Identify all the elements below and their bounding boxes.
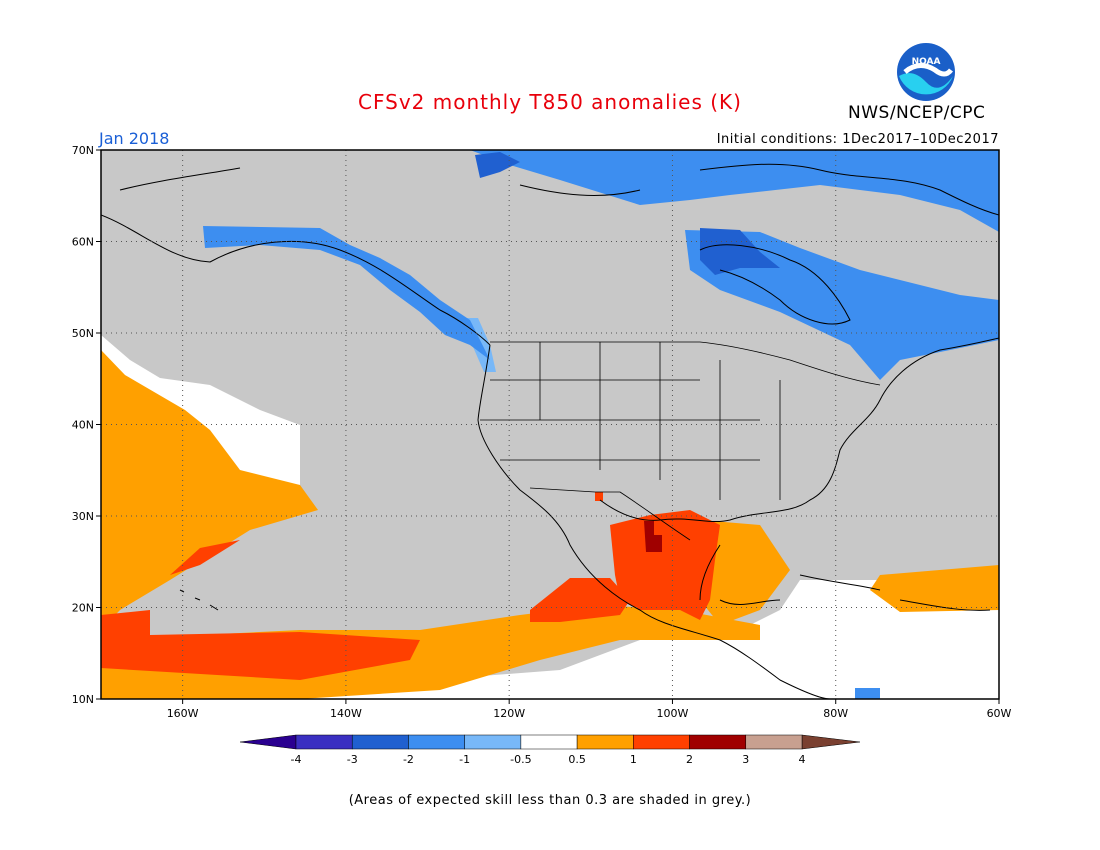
coastline-alaska [101,214,491,346]
colorbar-bin [520,734,578,750]
colorbar-label: 0.5 [568,753,586,766]
map-field [101,150,999,699]
colorbar: -4 -3 -2 -1 -0.5 0.5 1 2 3 4 [239,734,861,766]
lat-tick-label: 40N [72,419,94,432]
lat-axis: 70N 60N 50N 40N 30N 20N 10N [72,144,101,706]
colorbar-label: 3 [742,753,749,766]
border-us-mexico [529,487,691,541]
colorbar-bin [689,734,747,750]
skill-footnote: (Areas of expected skill less than 0.3 a… [348,793,752,808]
noaa-logo: NOAA [897,43,955,101]
lon-tick-label: 120W [493,707,525,720]
colorbar-bin [464,734,522,750]
lon-tick-label: 160W [167,707,199,720]
anomaly-region-cool-2 [475,152,520,178]
state-borders [480,341,881,541]
anomaly-region-warm-0.5 [101,350,318,630]
coastline-hudson [699,244,851,325]
colorbar-label: -2 [403,753,414,766]
colorbar-bin [745,734,803,750]
colorbar-label: -4 [291,753,302,766]
anomaly-region-warm-1 [170,540,240,575]
colorbar-over-arrow [801,734,861,750]
valid-month-label: Jan 2018 [99,129,170,148]
lat-tick-label: 60N [72,236,94,249]
colorbar-bin [576,734,634,750]
coastline-caribbean [799,574,991,611]
lat-tick-label: 70N [72,144,94,157]
agency-label: NWS/NCEP/CPC [848,103,986,123]
colorbar-bin [408,734,465,750]
colorbar-label: 1 [630,753,637,766]
lat-tick-label: 10N [72,693,94,706]
lat-tick-label: 30N [72,510,94,523]
lon-tick-label: 100W [657,707,689,720]
colorbar-label: -0.5 [510,753,531,766]
coastlines [101,163,999,699]
colorbar-under-arrow [239,734,297,750]
anomaly-region-warm-1 [101,610,420,680]
colorbar-label: -3 [347,753,358,766]
border-us-canada [490,341,881,386]
noaa-logo-bird [903,63,953,77]
initial-conditions-label: Initial conditions: 1Dec2017–10Dec2017 [716,132,999,147]
border-state-lines [480,342,781,500]
colorbar-label: 4 [799,753,806,766]
coastline-hawaii [179,589,219,611]
coastline-yucatan [699,544,781,605]
anomaly-region-neutral [101,335,300,485]
anomaly-region-neutral [300,570,999,699]
lon-tick-label: 140W [330,707,362,720]
lon-tick-label: 80W [823,707,848,720]
anomaly-map: 70N 60N 50N 40N 30N 20N 10N 160W 140W 120W 100W 80… [72,144,1012,720]
anomaly-region-warm-0.5 [700,520,790,625]
anomaly-region-cool-2 [700,228,780,275]
noaa-logo-wave [899,73,953,95]
colorbar-bin [633,734,690,750]
lon-axis: 160W 140W 120W 100W 80W 60W [167,699,1012,720]
coastline-west [477,344,831,699]
colorbar-bin [295,734,353,750]
coastline-gulf [599,337,999,523]
anomaly-region-warm-2 [644,521,662,552]
anomaly-region-cool-1 [470,150,999,232]
anomaly-cell-warm-1 [595,492,603,501]
noaa-logo-text: NOAA [912,57,941,67]
colorbar-label: 2 [686,753,693,766]
anomaly-region-warm-1 [610,510,720,620]
coastline-arctic [119,163,999,216]
lat-tick-label: 20N [72,602,94,615]
lon-tick-label: 60W [987,707,1012,720]
colorbar-bin [351,734,409,750]
colorbar-label: -1 [459,753,470,766]
lat-tick-label: 50N [72,327,94,340]
anomaly-region-warm-1 [530,578,630,622]
chart-title: CFSv2 monthly T850 anomalies (K) [358,90,742,114]
anomaly-region-cool-1 [855,688,880,699]
